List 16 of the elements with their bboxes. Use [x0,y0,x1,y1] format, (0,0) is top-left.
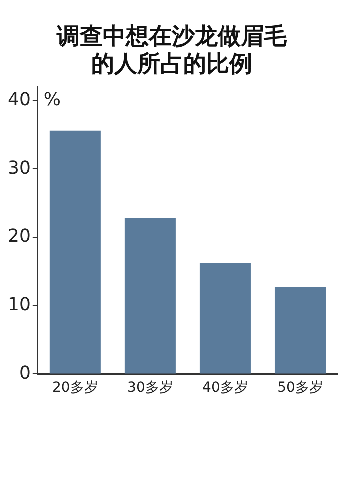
y-axis-title: % [44,90,62,111]
y-tick-label: 30 [8,158,31,179]
x-tick-label: 30多岁 [128,380,174,396]
bar [124,218,176,374]
x-tick-label: 50多岁 [278,380,324,396]
bar [50,130,101,374]
text: 调查中想在沙龙做眉毛 [57,24,287,50]
text: 的人所占的比例 [92,51,252,78]
bar [274,287,326,374]
y-tick-label: 20 [8,226,31,248]
bar [200,264,251,374]
y-tick-label: 40 [8,90,31,111]
x-tick-label: 40多岁 [202,380,248,396]
y-tick-label: 0 [19,362,31,384]
x-tick-label: 20多岁 [52,380,98,396]
y-tick-label: 10 [8,294,31,316]
